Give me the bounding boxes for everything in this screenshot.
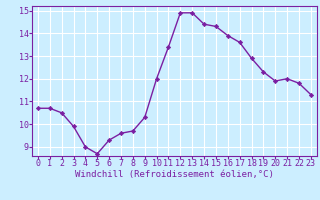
X-axis label: Windchill (Refroidissement éolien,°C): Windchill (Refroidissement éolien,°C): [75, 170, 274, 179]
